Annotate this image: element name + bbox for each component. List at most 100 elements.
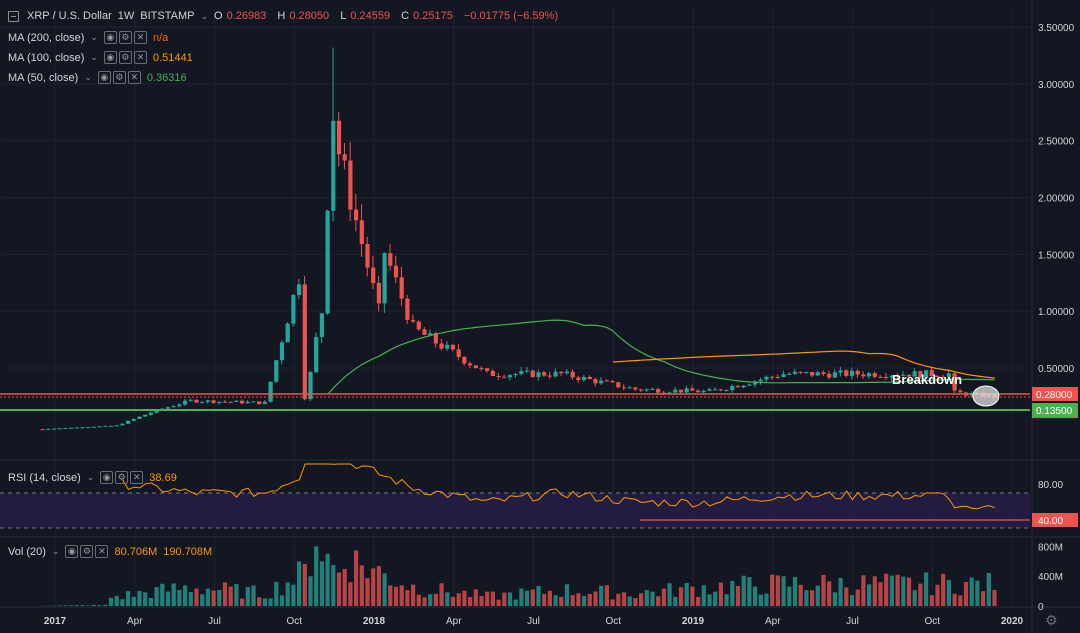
candle-body <box>228 401 233 403</box>
volume-bar <box>986 572 991 606</box>
volume-bar <box>183 585 188 606</box>
candle-body <box>297 284 302 295</box>
candle-body <box>661 392 666 394</box>
candle-body <box>468 363 473 366</box>
ma100-legend[interactable]: MA (100, close) ⌄ ◉ ⚙ ✕ 0.51441 <box>8 51 193 64</box>
candle-body <box>222 401 228 403</box>
price-tick-label: 2.00000 <box>1038 194 1075 205</box>
volume-bar <box>279 595 285 606</box>
candle-body <box>599 380 604 384</box>
indicator-buttons[interactable]: ◉ ⚙ ✕ <box>97 71 141 84</box>
candle-body <box>627 387 632 389</box>
rsi-line <box>122 463 995 510</box>
volume-bar <box>490 591 495 606</box>
candle-body <box>416 321 421 330</box>
volume-bar <box>314 546 319 606</box>
candle-body <box>69 427 74 429</box>
vol-legend[interactable]: Vol (20) ⌄ ◉ ⚙ ✕ 80.706M 190.708M <box>8 545 212 558</box>
candle-body <box>542 372 547 376</box>
interval-label[interactable]: 1W <box>117 10 135 22</box>
volume-bar <box>485 591 490 606</box>
volume-bar <box>468 597 473 606</box>
candle-body <box>131 418 136 421</box>
candle-body <box>867 373 872 377</box>
volume-bar <box>405 590 410 606</box>
candle-body <box>576 377 581 381</box>
volume-bar <box>639 593 644 606</box>
volume-bar <box>496 599 501 606</box>
rsi-legend[interactable]: RSI (14, close) ⌄ ◉ ⚙ ✕ 38.69 <box>8 471 177 484</box>
volume-bar <box>992 590 997 606</box>
volume-bar <box>143 592 148 606</box>
volume-bar <box>291 584 296 606</box>
candle-body <box>137 416 142 419</box>
volume-bar <box>507 592 513 606</box>
ma50-legend[interactable]: MA (50, close) ⌄ ◉ ⚙ ✕ 0.36316 <box>8 71 187 84</box>
candle-body <box>91 426 96 428</box>
ma200-label: MA (200, close) <box>8 31 85 44</box>
volume-bar <box>895 574 900 606</box>
exchange-label[interactable]: BITSTAMP <box>140 10 195 22</box>
volume-bar <box>257 597 262 606</box>
breakdown-label: Breakdown <box>892 372 962 387</box>
candle-body <box>331 120 336 211</box>
volume-bar <box>234 584 239 606</box>
candle-body <box>63 427 68 429</box>
indicator-buttons[interactable]: ◉ ⚙ ✕ <box>65 545 109 558</box>
chevron-down-icon[interactable]: ⌄ <box>51 546 60 556</box>
indicator-buttons[interactable]: ◉ ⚙ ✕ <box>100 471 144 484</box>
chevron-down-icon[interactable]: ⌄ <box>90 32 98 42</box>
volume-bar <box>673 596 678 606</box>
candle-body <box>895 375 900 377</box>
volume-bar <box>308 576 313 606</box>
candle-body <box>240 400 245 404</box>
candle-body <box>564 371 570 374</box>
volume-bar <box>342 569 347 606</box>
candle-body <box>559 371 564 374</box>
chevron-down-icon[interactable]: ⌄ <box>84 72 92 82</box>
rsi-badge-label: 40.00 <box>1038 516 1063 527</box>
volume-bar <box>849 595 855 606</box>
rsi-band <box>0 493 1030 528</box>
volume-bar <box>650 591 655 606</box>
candle-body <box>46 428 51 430</box>
time-axis-label: 2017 <box>44 616 67 627</box>
indicator-buttons[interactable]: ◉ ⚙ ✕ <box>103 51 147 64</box>
candle-body <box>490 370 495 376</box>
rsi-tick-label: 80.00 <box>1038 480 1063 491</box>
chevron-down-icon[interactable]: ⌄ <box>86 472 95 482</box>
volume-bar <box>604 585 609 606</box>
volume-bar <box>525 590 530 606</box>
chevron-down-icon[interactable]: ⌄ <box>90 52 98 62</box>
candle-body <box>941 376 946 378</box>
eye-icon: ◉ <box>103 31 117 44</box>
volume-bar <box>251 585 256 606</box>
volume-bar <box>593 591 598 606</box>
candle-body <box>479 368 484 370</box>
volume-bar <box>958 595 963 606</box>
candle-body <box>906 374 912 377</box>
candle-body <box>40 429 45 431</box>
volume-bar <box>411 584 416 606</box>
candle-body <box>445 344 450 349</box>
volume-bar <box>165 591 171 606</box>
indicator-buttons[interactable]: ◉ ⚙ ✕ <box>103 31 147 44</box>
volume-bar <box>981 591 986 606</box>
candle-body <box>770 376 775 378</box>
candle-body <box>918 371 923 378</box>
ma200-legend[interactable]: MA (200, close) ⌄ ◉ ⚙ ✕ n/a <box>8 31 168 44</box>
eye-icon: ◉ <box>100 471 114 484</box>
volume-bar <box>815 585 820 606</box>
candle-body <box>450 344 456 350</box>
collapse-icon[interactable] <box>8 10 19 22</box>
settings-gear-icon[interactable]: ⚙ <box>1045 612 1058 628</box>
volume-bar <box>667 583 672 606</box>
symbol-name[interactable]: XRP / U.S. Dollar <box>27 10 112 22</box>
time-axis-label: Jul <box>527 616 540 627</box>
volume-bar <box>678 587 684 606</box>
volume-bar <box>633 598 638 606</box>
candle-body <box>519 371 524 374</box>
chevron-down-icon[interactable]: ⌄ <box>200 10 209 21</box>
